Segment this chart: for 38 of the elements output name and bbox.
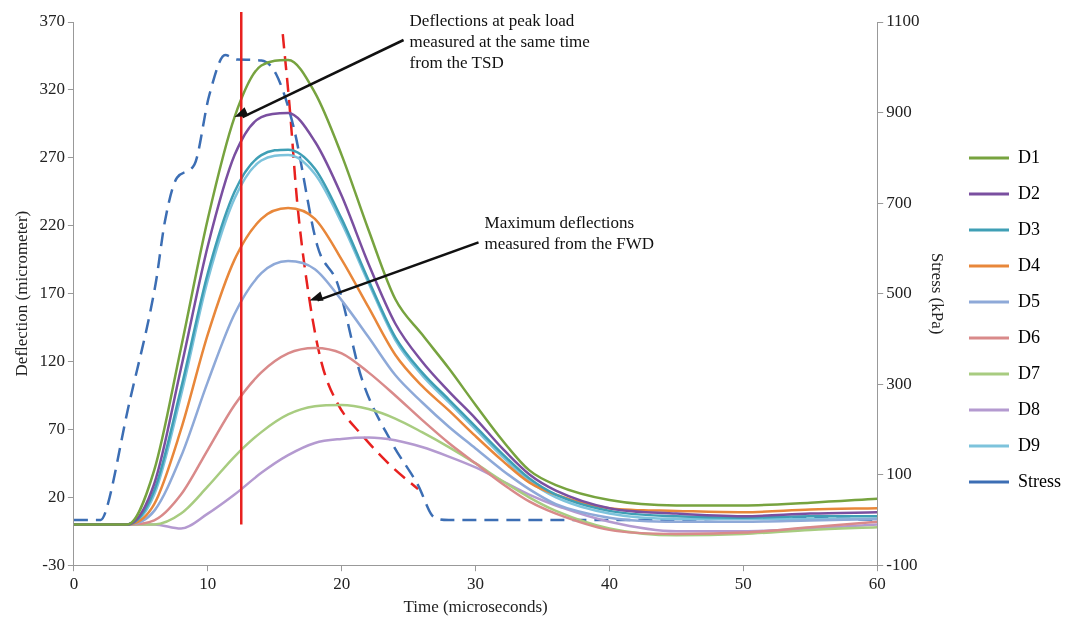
x-tick-label: 60 [868,573,886,593]
y-tick-label: 20 [47,486,65,506]
y2-tick-label: 500 [886,283,912,303]
y2-tick-label: 1100 [886,11,920,31]
y-tick-label: 70 [47,418,65,438]
legend-label: D8 [1018,398,1040,419]
x-tick-label: 50 [734,573,752,593]
legend-label: D2 [1018,182,1040,203]
y-tick-label: 270 [39,147,65,167]
legend-label: Stress [1018,470,1062,491]
y-tick-label: 170 [39,283,65,303]
legend-label: D1 [1018,146,1040,167]
y-tick-label: -30 [42,554,65,574]
annotation: Maximum deflections measured from the FWD [484,213,655,254]
y-axis-title: Deflection (micrometer) [11,210,31,377]
y-tick-label: 220 [39,215,65,235]
x-tick-label: 10 [199,573,217,593]
x-tick-label: 20 [333,573,351,593]
legend-label: D4 [1018,254,1040,275]
y2-tick-label: -100 [886,554,918,574]
x-tick-label: 40 [600,573,618,593]
y-tick-label: 370 [39,11,65,31]
y2-tick-label: 100 [886,464,912,484]
x-tick-label: 30 [467,573,485,593]
legend-label: D5 [1018,290,1040,311]
x-axis-title: Time (microseconds) [403,597,548,617]
y2-tick-label: 900 [886,102,912,121]
y-tick-label: 320 [39,79,65,99]
y2-axis-title: Stress (kPa) [928,252,948,335]
legend-label: D3 [1018,218,1040,239]
y2-tick-label: 300 [886,373,912,393]
annotation: Deflections at peak load measured at the same time from the TSD [409,11,590,72]
legend-label: D9 [1018,434,1040,455]
y-tick-label: 120 [39,350,65,370]
legend-label: D7 [1018,362,1040,383]
legend-label: D6 [1018,326,1040,347]
y2-tick-label: 700 [886,192,912,212]
x-tick-label: 0 [69,573,79,593]
